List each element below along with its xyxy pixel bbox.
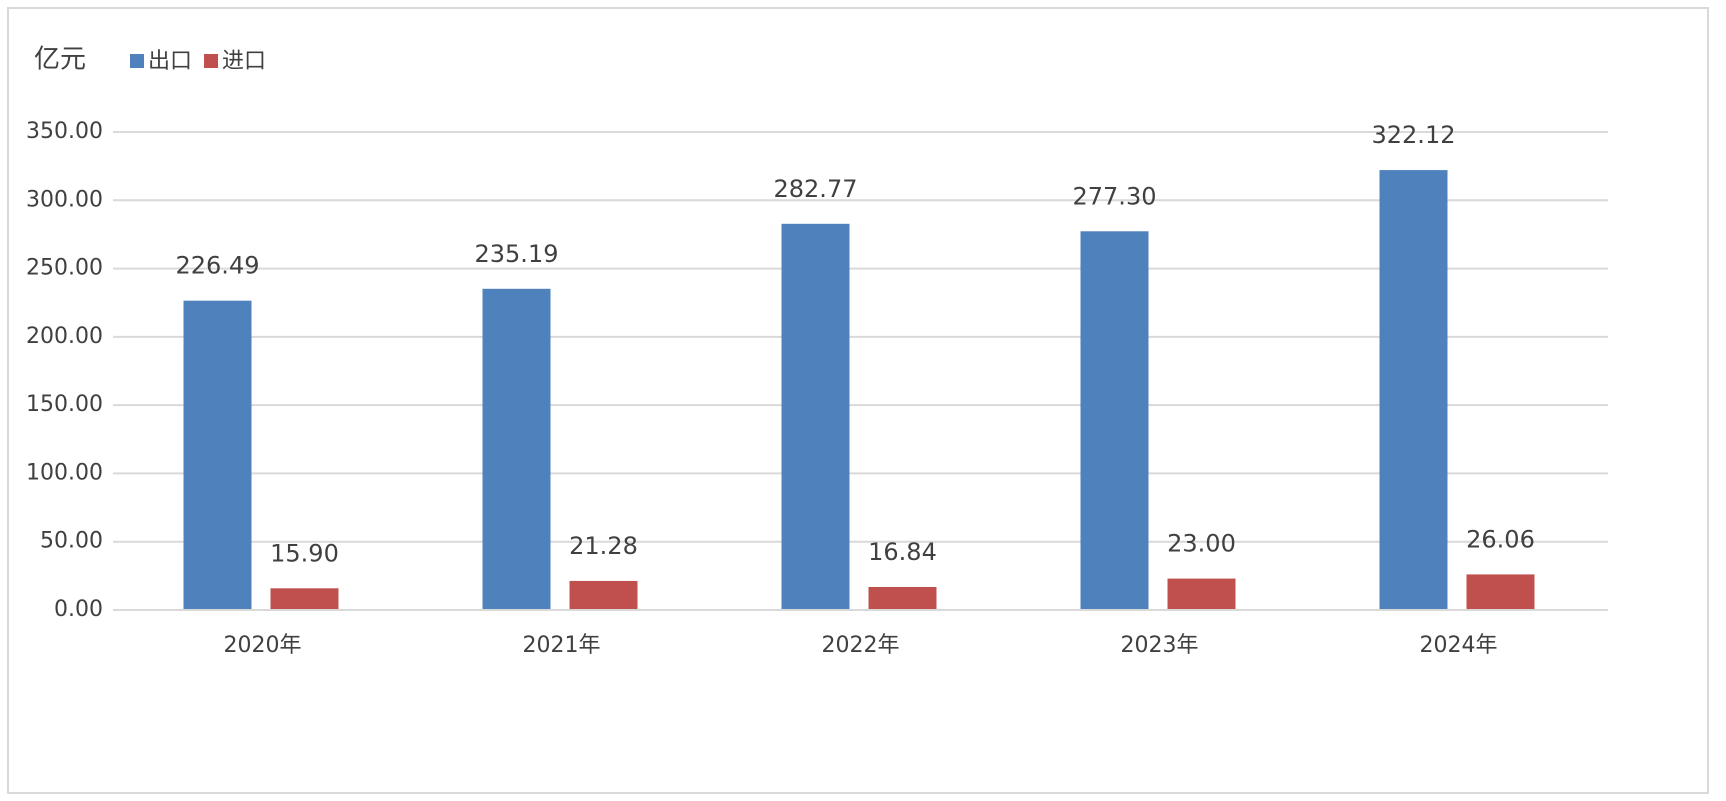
x-tick-label: 2020年 <box>224 633 302 658</box>
data-label: 235.19 <box>475 240 559 268</box>
y-tick-label: 100.00 <box>26 460 103 485</box>
data-label: 277.30 <box>1073 182 1157 210</box>
bar <box>482 288 551 610</box>
bar <box>1167 578 1236 610</box>
y-tick-label: 200.00 <box>26 324 103 349</box>
data-label: 16.84 <box>868 538 937 566</box>
y-axis-label: 亿元 <box>34 45 86 75</box>
data-label: 226.49 <box>176 252 260 280</box>
data-label: 23.00 <box>1167 530 1236 558</box>
x-tick-label: 2021年 <box>523 633 601 658</box>
bar <box>1466 574 1535 610</box>
bar <box>868 587 937 610</box>
x-tick-label: 2022年 <box>822 633 900 658</box>
bar <box>183 300 252 610</box>
data-label: 15.90 <box>270 539 339 567</box>
y-tick-label: 50.00 <box>40 529 103 554</box>
y-tick-label: 300.00 <box>26 187 103 212</box>
data-label: 21.28 <box>569 532 638 560</box>
legend-swatch <box>204 54 219 68</box>
data-label: 282.77 <box>774 175 858 203</box>
bar <box>569 580 638 610</box>
legend-swatch <box>130 54 144 68</box>
y-tick-label: 350.00 <box>26 119 103 144</box>
data-label: 322.12 <box>1372 121 1456 149</box>
bar <box>1379 170 1448 610</box>
x-tick-label: 2024年 <box>1420 633 1498 658</box>
bar <box>1080 231 1149 611</box>
legend-label: 出口 <box>148 49 192 74</box>
data-label: 26.06 <box>1466 525 1535 553</box>
legend-label: 进口 <box>222 49 266 74</box>
y-tick-label: 150.00 <box>26 392 103 417</box>
bar <box>270 588 339 610</box>
bar <box>781 223 850 611</box>
x-tick-label: 2023年 <box>1121 633 1199 658</box>
y-tick-label: 0.00 <box>54 597 103 622</box>
y-tick-label: 250.00 <box>26 256 103 281</box>
